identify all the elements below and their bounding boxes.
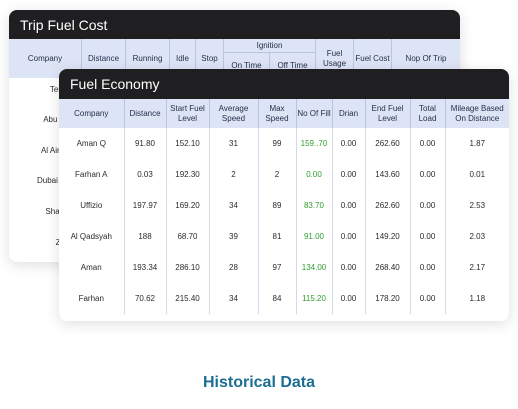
- table-cell: 0.00: [410, 283, 446, 314]
- table-cell: 0.00: [332, 128, 366, 159]
- trip-company-cell: Abu dha: [43, 115, 73, 124]
- table-cell: 31: [209, 128, 259, 159]
- table-row[interactable]: Uffizio 197.97 169.20 34 89 83.70 0.00 262.60 0.…: [59, 190, 509, 221]
- table-cell: 188: [124, 221, 167, 252]
- table-cell: 0.00: [410, 128, 446, 159]
- table-cell: 28: [209, 252, 259, 283]
- table-cell: 262.60: [365, 128, 411, 159]
- fuel-col-header[interactable]: Max Speed: [258, 99, 297, 128]
- table-cell: Farhan: [59, 283, 125, 314]
- fuel-col-header[interactable]: Total Load: [410, 99, 446, 128]
- table-cell: 0.00: [410, 221, 446, 252]
- table-cell: 34: [209, 283, 259, 314]
- col-company[interactable]: Company: [9, 39, 82, 78]
- table-cell: 149.20: [365, 221, 411, 252]
- table-cell: 2: [209, 159, 259, 190]
- fuel-col-header[interactable]: Drian: [332, 99, 366, 128]
- table-row[interactable]: Al Qadsyah 188 68.70 39 81 91.00 0.00 149.20 0.0…: [59, 221, 509, 252]
- table-cell: 81: [258, 221, 297, 252]
- table-cell: 99: [258, 128, 297, 159]
- table-cell: 192.30: [166, 159, 210, 190]
- table-row[interactable]: Aman 193.34 286.10 28 97 134.00 0.00 268.40 0.00…: [59, 252, 509, 283]
- table-cell: 84: [258, 283, 297, 314]
- table-cell: 134.00: [296, 252, 333, 283]
- col-stop[interactable]: Stop: [196, 39, 224, 78]
- col-fuel-cost[interactable]: Fuel Cost: [354, 39, 392, 78]
- table-cell: 268.40: [365, 252, 411, 283]
- table-row[interactable]: Aman Q 91.80 152.10 31 99 159..70 0.00 262.60 0.…: [59, 128, 509, 159]
- table-cell: 34: [209, 190, 259, 221]
- table-cell: 169.20: [166, 190, 210, 221]
- table-cell: 197.97: [124, 190, 167, 221]
- fuel-col-header[interactable]: End Fuel Level: [365, 99, 411, 128]
- table-cell: 0.00: [332, 190, 366, 221]
- table-cell: 178.20: [365, 283, 411, 314]
- fuel-col-header[interactable]: Distance: [124, 99, 167, 128]
- table-cell: 2.53: [469, 201, 486, 210]
- col-running[interactable]: Running: [126, 39, 170, 78]
- table-cell: 0.00: [410, 190, 446, 221]
- table-cell: 193.34: [124, 252, 167, 283]
- table-cell: 286.10: [166, 252, 210, 283]
- col-distance[interactable]: Distance: [82, 39, 126, 78]
- table-cell: 0.01: [469, 170, 486, 179]
- table-cell: 39: [209, 221, 259, 252]
- fuel-economy-title: Fuel Economy: [59, 69, 509, 99]
- ignition-label[interactable]: Ignition: [224, 39, 315, 53]
- col-fuel-usage[interactable]: Fuel Usage: [316, 39, 354, 78]
- table-cell: 91.00: [296, 221, 333, 252]
- table-cell: 2.03: [469, 232, 486, 241]
- fuel-header-row: Company Distance Start Fuel Level Average S…: [59, 99, 509, 128]
- fuel-col-header[interactable]: Average Speed: [209, 99, 259, 128]
- trip-company-cell: Dubai veh: [36, 176, 73, 185]
- table-cell: 262.60: [365, 190, 411, 221]
- col-on-time[interactable]: On Time: [224, 53, 270, 78]
- table-cell: 215.40: [166, 283, 210, 314]
- col-idle[interactable]: Idle: [170, 39, 196, 78]
- table-cell: 0.00: [332, 252, 366, 283]
- col-off-time[interactable]: Off Time: [277, 60, 308, 70]
- table-cell: 70.62: [124, 283, 167, 314]
- table-cell: 0.00: [296, 159, 333, 190]
- table-row[interactable]: Farhan A 0.03 192.30 2 2 0.00 0.00 143.60 0.00 0.…: [59, 159, 509, 190]
- table-cell: 1.18: [469, 294, 486, 303]
- fuel-col-header[interactable]: Company: [59, 99, 125, 128]
- table-cell: 0.03: [124, 159, 167, 190]
- table-cell: 68.70: [166, 221, 210, 252]
- col-nop-of-trip[interactable]: Nop Of Trip: [405, 53, 447, 63]
- table-cell: 159..70: [296, 128, 333, 159]
- table-cell: Aman: [59, 252, 125, 283]
- table-cell: 97: [258, 252, 297, 283]
- fuel-col-header[interactable]: No Of Fill: [296, 99, 333, 128]
- table-cell: Farhan A: [59, 159, 125, 190]
- table-cell: 152.10: [166, 128, 210, 159]
- trip-fuel-cost-title: Trip Fuel Cost: [9, 10, 460, 39]
- trip-company-cell: Al Ain Ve: [40, 146, 73, 155]
- table-cell: 89: [258, 190, 297, 221]
- fuel-col-header[interactable]: Start Fuel Level: [166, 99, 210, 128]
- fuel-economy-card: Fuel Economy Company Distance Start Fuel L…: [59, 69, 509, 321]
- table-cell: 0.00: [332, 283, 366, 314]
- table-cell: 2: [258, 159, 297, 190]
- table-cell: Uffizio: [59, 190, 125, 221]
- table-cell: 2.17: [469, 263, 486, 272]
- col-ignition: Ignition On Time Off Time: [224, 39, 316, 78]
- historical-data-caption: Historical Data: [202, 374, 316, 391]
- table-cell: 0.00: [410, 252, 446, 283]
- table-cell: Al Qadsyah: [59, 221, 125, 252]
- fuel-economy-table: Company Distance Start Fuel Level Average S…: [59, 99, 509, 314]
- table-cell: 0.00: [332, 159, 366, 190]
- table-cell: Aman Q: [59, 128, 125, 159]
- table-cell: 0.00: [332, 221, 366, 252]
- table-cell: 83.70: [296, 190, 333, 221]
- table-cell: 115.20: [296, 283, 333, 314]
- table-cell: 0.00: [410, 159, 446, 190]
- table-cell: 1.87: [469, 139, 486, 148]
- fuel-col-header[interactable]: Mileage Based On Distance: [445, 99, 509, 128]
- table-row[interactable]: Farhan 70.62 215.40 34 84 115.20 0.00 178.20 0.0…: [59, 283, 509, 314]
- table-cell: 91.80: [124, 128, 167, 159]
- table-cell: 143.60: [365, 159, 411, 190]
